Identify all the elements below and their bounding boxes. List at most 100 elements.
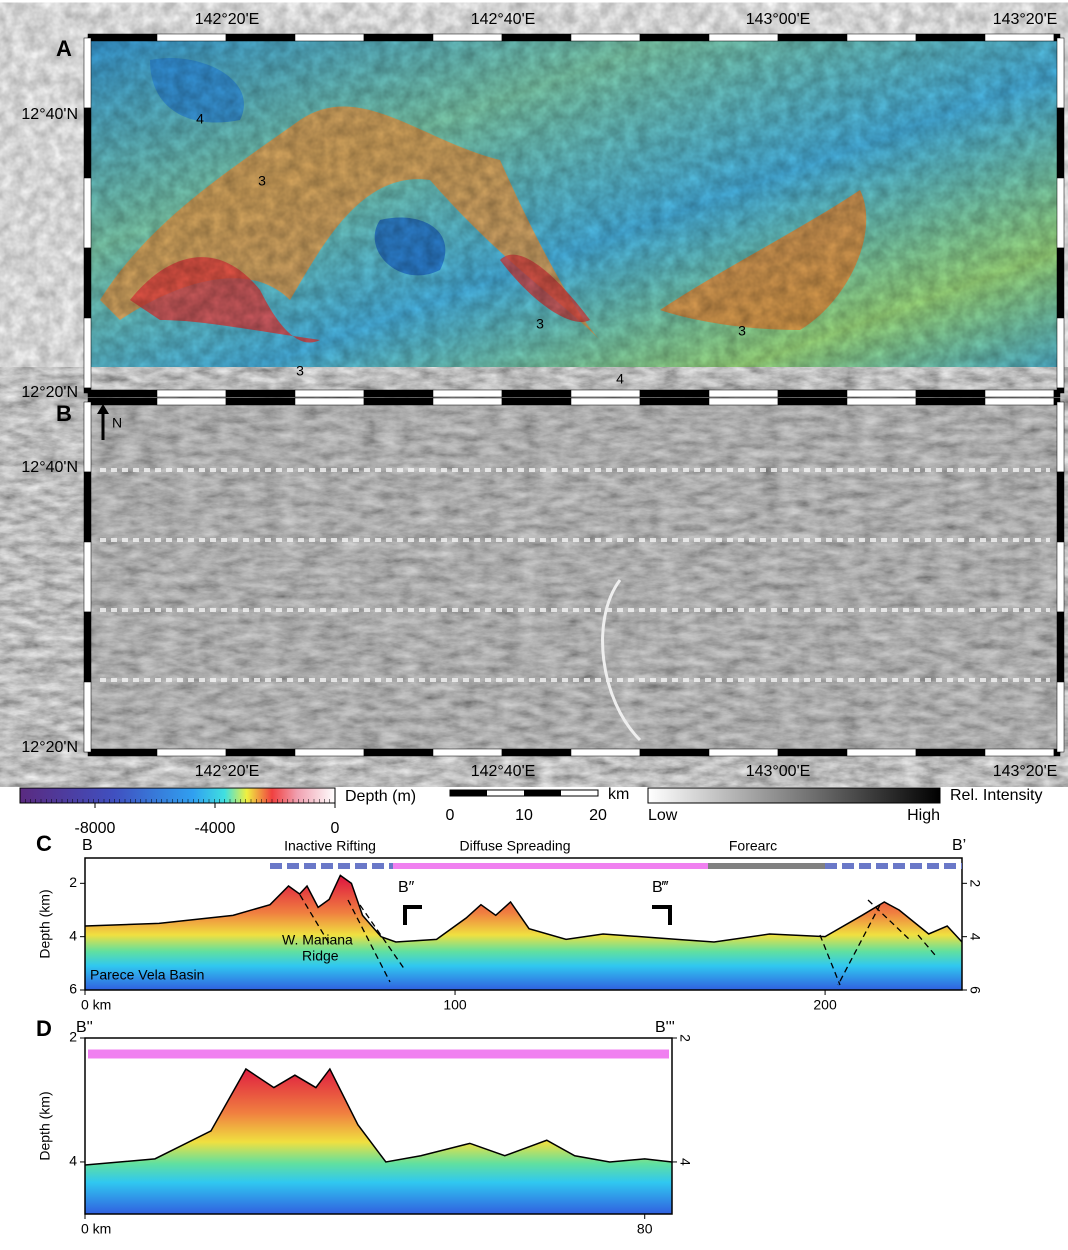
profile-start: B'': [76, 1019, 93, 1036]
y-axis-label: Depth (km): [37, 1091, 53, 1160]
frame-tick: [985, 749, 1054, 756]
frame-tick: [985, 390, 1054, 397]
frame-tick: [433, 749, 502, 756]
frame-tick: [84, 248, 91, 318]
contour-label: 3: [258, 173, 266, 189]
scale-unit: km: [608, 786, 629, 803]
frame-tick: [847, 34, 916, 41]
profile-end: B’: [952, 837, 966, 854]
frame-tick: [778, 390, 847, 397]
frame-tick: [84, 542, 91, 612]
lon-label: 142°20'E: [195, 763, 260, 780]
y-tick-label: 2: [967, 879, 983, 887]
frame-tick: [778, 398, 847, 405]
frame-tick: [847, 749, 916, 756]
frame-tick: [226, 749, 295, 756]
lat-label: 12°40'N: [21, 106, 78, 123]
frame-tick: [157, 390, 226, 397]
scale-bar-segment: [450, 790, 487, 796]
lat-label: 12°20'N: [21, 739, 78, 756]
north-label: N: [112, 415, 122, 431]
scale-tick-label: 20: [589, 807, 607, 824]
inset-start: B″: [398, 879, 415, 896]
annotation: Ridge: [302, 948, 339, 964]
x-tick-label: 80: [637, 1221, 653, 1237]
frame-tick: [433, 390, 502, 397]
annotation: Parece Vela Basin: [90, 967, 204, 983]
y-tick-label: 2: [677, 1034, 693, 1042]
frame-tick: [226, 34, 295, 41]
frame-tick: [226, 390, 295, 397]
frame-tick: [433, 398, 502, 405]
intensity-label: Rel. Intensity: [950, 787, 1042, 804]
y-tick-label: 2: [69, 874, 77, 890]
contour-label: 3: [296, 363, 304, 379]
frame-tick: [916, 749, 985, 756]
profile-area: [85, 1069, 672, 1214]
frame-tick: [502, 749, 571, 756]
frame-tick: [502, 398, 571, 405]
y-tick-label: 6: [967, 986, 983, 994]
frame-tick: [1057, 472, 1064, 542]
frame-tick: [1057, 178, 1064, 248]
y-tick-label: 2: [69, 1029, 77, 1045]
frame-tick: [640, 34, 709, 41]
frame-tick: [226, 398, 295, 405]
frame-tick: [157, 749, 226, 756]
frame-tick: [88, 398, 157, 405]
intensity-bar: [648, 788, 940, 803]
inset-bracket: [405, 907, 422, 925]
panel-label: B: [56, 401, 72, 426]
frame-tick: [84, 178, 91, 248]
annotation: W. Mariana: [282, 932, 353, 948]
scale-bar-segment: [524, 790, 561, 796]
frame-tick: [985, 34, 1054, 41]
colorbar-tick-label: -8000: [75, 820, 116, 837]
frame-tick: [157, 398, 226, 405]
y-tick-label: 6: [69, 981, 77, 997]
frame-tick: [1057, 542, 1064, 612]
x-tick-label: 0 km: [81, 997, 111, 1013]
lat-label: 12°40'N: [21, 459, 78, 476]
segment-label: Forearc: [729, 838, 777, 854]
frame-tick: [1057, 682, 1064, 752]
frame-tick: [157, 34, 226, 41]
contour-label: 4: [196, 111, 204, 127]
frame-tick: [1057, 38, 1064, 108]
frame-tick: [571, 34, 640, 41]
frame-tick: [1057, 248, 1064, 318]
y-tick-label: 4: [967, 933, 983, 941]
x-tick-label: 100: [443, 997, 467, 1013]
frame-tick: [295, 398, 364, 405]
lon-label: 142°40'E: [471, 11, 536, 28]
intensity-low: Low: [648, 807, 678, 824]
frame-tick: [709, 749, 778, 756]
frame-tick: [84, 108, 91, 178]
frame-tick: [778, 749, 847, 756]
frame-tick: [709, 34, 778, 41]
frame-tick: [364, 398, 433, 405]
frame-tick: [985, 398, 1054, 405]
frame-tick: [84, 612, 91, 682]
inset-bracket: [652, 907, 670, 925]
frame-tick: [84, 318, 91, 388]
frame-tick: [84, 682, 91, 752]
frame-tick: [847, 390, 916, 397]
frame-tick: [847, 398, 916, 405]
colorbar-tick-label: 0: [331, 820, 340, 837]
frame-tick: [709, 398, 778, 405]
frame-tick: [364, 34, 433, 41]
frame-tick: [502, 390, 571, 397]
frame-tick: [88, 749, 157, 756]
segment-label: Diffuse Spreading: [459, 838, 570, 854]
frame-tick: [640, 390, 709, 397]
intensity-high: High: [907, 807, 940, 824]
panel-label: D: [36, 1016, 52, 1041]
lon-label: 142°40'E: [471, 763, 536, 780]
frame-tick: [84, 472, 91, 542]
frame-tick: [916, 398, 985, 405]
panel-label: A: [56, 36, 72, 61]
frame-tick: [916, 390, 985, 397]
frame-tick: [295, 749, 364, 756]
lon-label: 143°00'E: [746, 763, 811, 780]
